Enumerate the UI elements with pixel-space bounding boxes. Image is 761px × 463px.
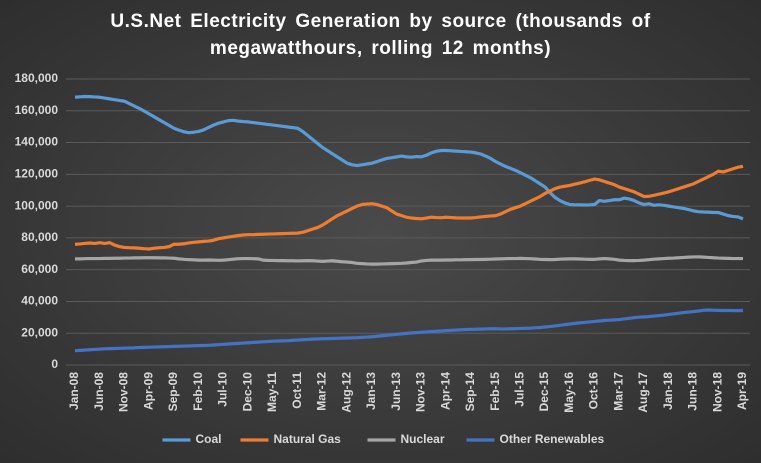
x-tick-label: Nov-13 <box>414 372 428 412</box>
y-tick-label: 40,000 <box>21 294 58 308</box>
y-tick-label: 160,000 <box>15 103 59 117</box>
x-tick-label: Apr-19 <box>735 372 749 410</box>
x-tick-label: Dec-15 <box>537 372 551 412</box>
x-tick-label: Jan-13 <box>364 372 378 410</box>
y-tick-label: 0 <box>51 357 58 371</box>
x-tick-label: Apr-09 <box>141 372 155 410</box>
series-line <box>74 164 744 251</box>
x-tick-label: Mar-12 <box>315 372 329 411</box>
y-tick-label: 180,000 <box>15 71 59 85</box>
x-tick-label: Aug-12 <box>339 372 353 413</box>
x-tick-label: May-11 <box>265 372 279 412</box>
x-tick-label: Jun-13 <box>389 372 403 411</box>
y-tick-label: 100,000 <box>15 198 59 212</box>
y-tick-label: 80,000 <box>21 230 58 244</box>
x-tick-label: Oct-16 <box>587 372 601 410</box>
x-tick-label: Jul-15 <box>513 372 527 407</box>
series-line <box>75 255 743 266</box>
x-tick-label: Jan-08 <box>67 372 81 410</box>
x-tick-label: Aug-17 <box>636 372 650 413</box>
x-tick-label: Feb-15 <box>488 372 502 411</box>
x-tick-label: Sep-14 <box>463 372 477 412</box>
legend-label: Coal <box>196 432 222 446</box>
x-tick-label: Oct-11 <box>290 372 304 409</box>
series-line <box>74 94 744 221</box>
x-tick-label: Jul-10 <box>216 372 230 407</box>
legend-label: Nuclear <box>401 432 445 446</box>
legend-label: Natural Gas <box>274 432 342 446</box>
x-tick-label: Jun-08 <box>92 372 106 411</box>
y-tick-label: 20,000 <box>21 325 58 339</box>
x-tick-label: Nov-18 <box>710 372 724 412</box>
x-tick-label: Nov-08 <box>117 372 131 412</box>
legend-label: Other Renewables <box>500 432 605 446</box>
y-tick-label: 60,000 <box>21 262 58 276</box>
y-tick-label: 140,000 <box>15 135 59 149</box>
y-tick-label: 120,000 <box>15 167 59 181</box>
chart-title: U.S.Net Electricity Generation by source… <box>110 11 651 59</box>
x-tick-label: Feb-10 <box>191 372 205 411</box>
x-tick-label: Dec-10 <box>240 372 254 412</box>
x-tick-label: Mar-17 <box>611 372 625 411</box>
x-tick-label: Jun-18 <box>686 372 700 411</box>
x-tick-label: Sep-09 <box>166 372 180 412</box>
x-tick-label: May-16 <box>562 372 576 413</box>
series-line <box>74 308 744 353</box>
x-tick-label: Jan-18 <box>661 372 675 410</box>
x-tick-label: Apr-14 <box>438 372 452 410</box>
